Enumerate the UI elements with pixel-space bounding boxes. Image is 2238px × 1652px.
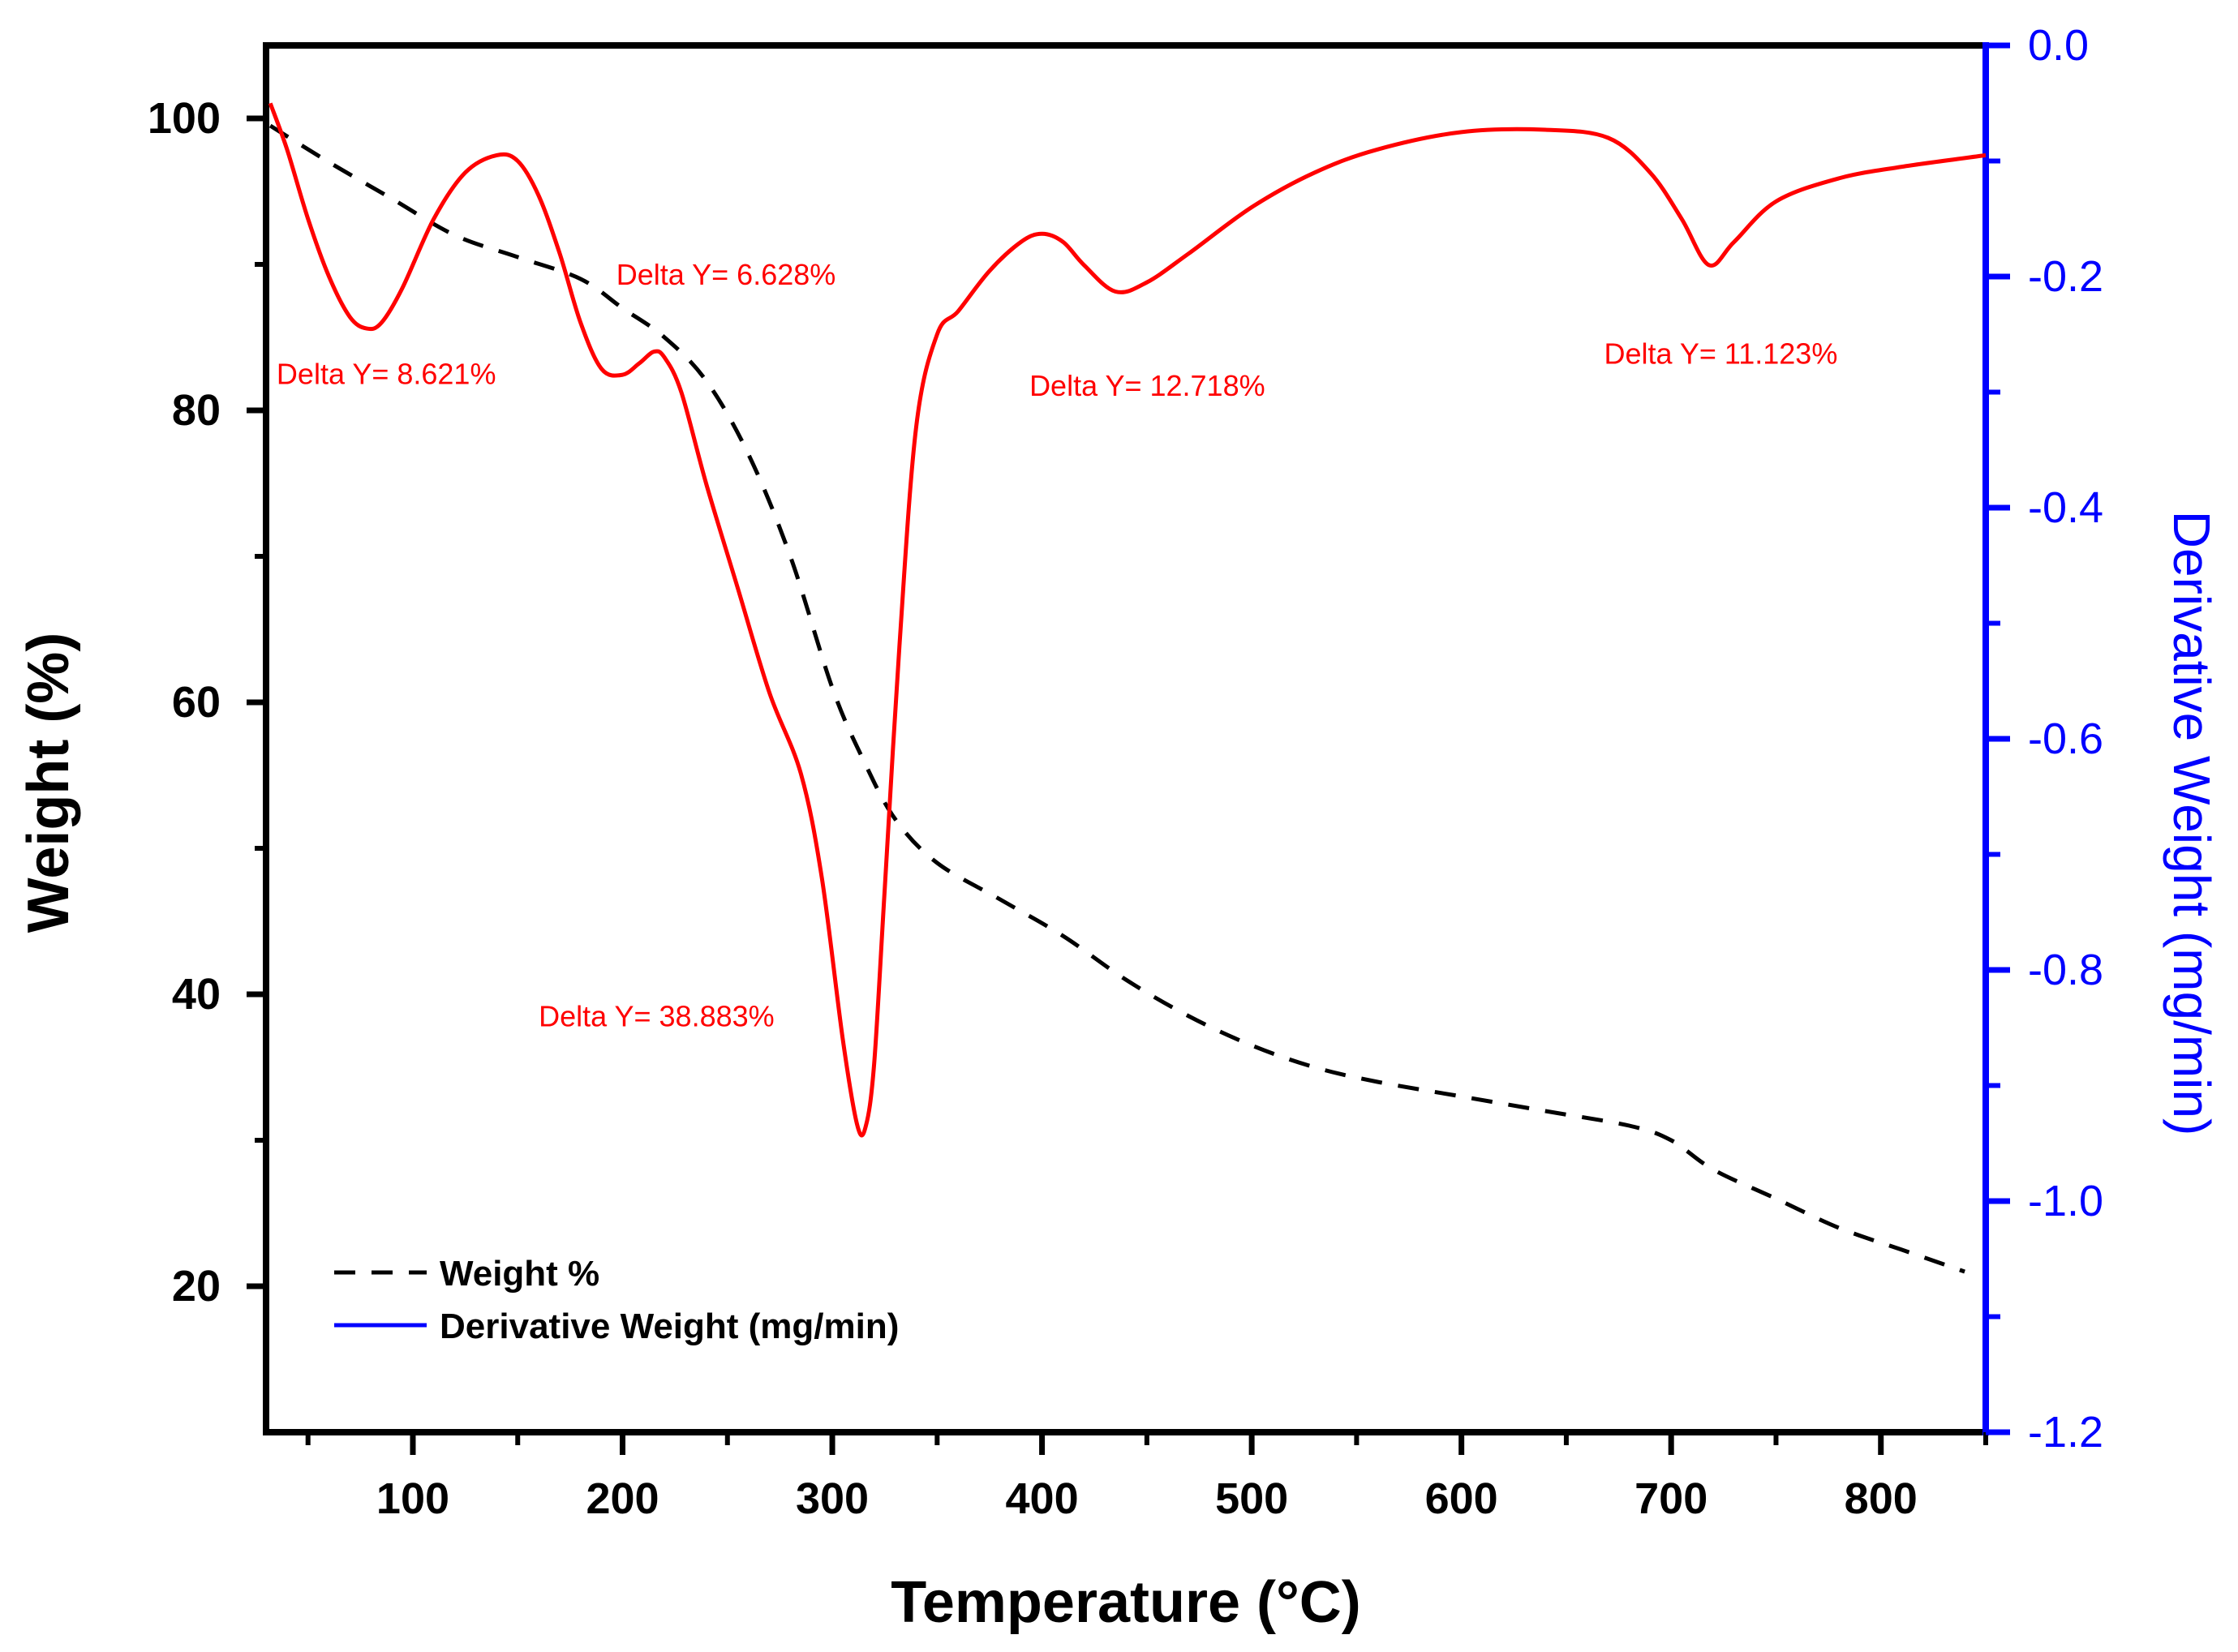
annotation-1: Delta Y= 6.628% xyxy=(616,258,836,291)
annotation-3: Delta Y= 12.718% xyxy=(1029,369,1265,402)
legend-weight-label: Weight % xyxy=(440,1254,599,1294)
x-tick-label-200: 200 xyxy=(586,1474,659,1523)
y2-tick-label-6: -1.2 xyxy=(2028,1408,2103,1457)
legend-derivative-label: Derivative Weight (mg/min) xyxy=(440,1307,899,1346)
weight-series-line xyxy=(268,123,1965,1274)
x-tick-label-600: 600 xyxy=(1425,1474,1498,1523)
y-axis-title: Weight (%) xyxy=(16,633,81,933)
x-tick-label-500: 500 xyxy=(1215,1474,1288,1523)
y-tick-label-60: 60 xyxy=(172,678,221,727)
x-tick-label-300: 300 xyxy=(796,1474,869,1523)
derivative-series-line xyxy=(268,102,1987,1138)
y-tick-label-20: 20 xyxy=(172,1262,221,1311)
legend: Weight % Derivative Weight (mg/min) xyxy=(334,1254,899,1346)
annotation-0: Delta Y= 8.621% xyxy=(277,358,496,391)
annotation-4: Delta Y= 11.123% xyxy=(1604,337,1837,370)
annotation-2: Delta Y= 38.883% xyxy=(539,1000,775,1033)
delta-annotations: Delta Y= 8.621% Delta Y= 6.628% Delta Y= 3… xyxy=(277,258,1837,1032)
data-curves xyxy=(268,102,1987,1274)
y2-tick-label-5: -1.0 xyxy=(2028,1177,2103,1225)
y-tick-label-100: 100 xyxy=(148,94,221,143)
y2-tick-label-3: -0.6 xyxy=(2028,714,2103,763)
x-tick-label-700: 700 xyxy=(1634,1474,1707,1523)
y-tick-label-40: 40 xyxy=(172,970,221,1019)
y2-tick-label-1: -0.2 xyxy=(2028,252,2103,301)
x-axis-title: Temperature (°C) xyxy=(891,1570,1361,1635)
y-tick-label-80: 80 xyxy=(172,386,221,435)
axis-ticks xyxy=(247,42,2010,1455)
y2-tick-label-4: -0.8 xyxy=(2028,946,2103,994)
x-tick-label-400: 400 xyxy=(1006,1474,1079,1523)
plot-frame xyxy=(263,42,1989,1435)
y2-tick-label-0: 0.0 xyxy=(2028,21,2089,70)
x-tick-label-800: 800 xyxy=(1845,1474,1918,1523)
y2-tick-label-2: -0.4 xyxy=(2028,483,2103,532)
x-tick-label-100: 100 xyxy=(376,1474,449,1523)
y2-axis-title: Derivative Weight (mg/min) xyxy=(2163,511,2221,1136)
